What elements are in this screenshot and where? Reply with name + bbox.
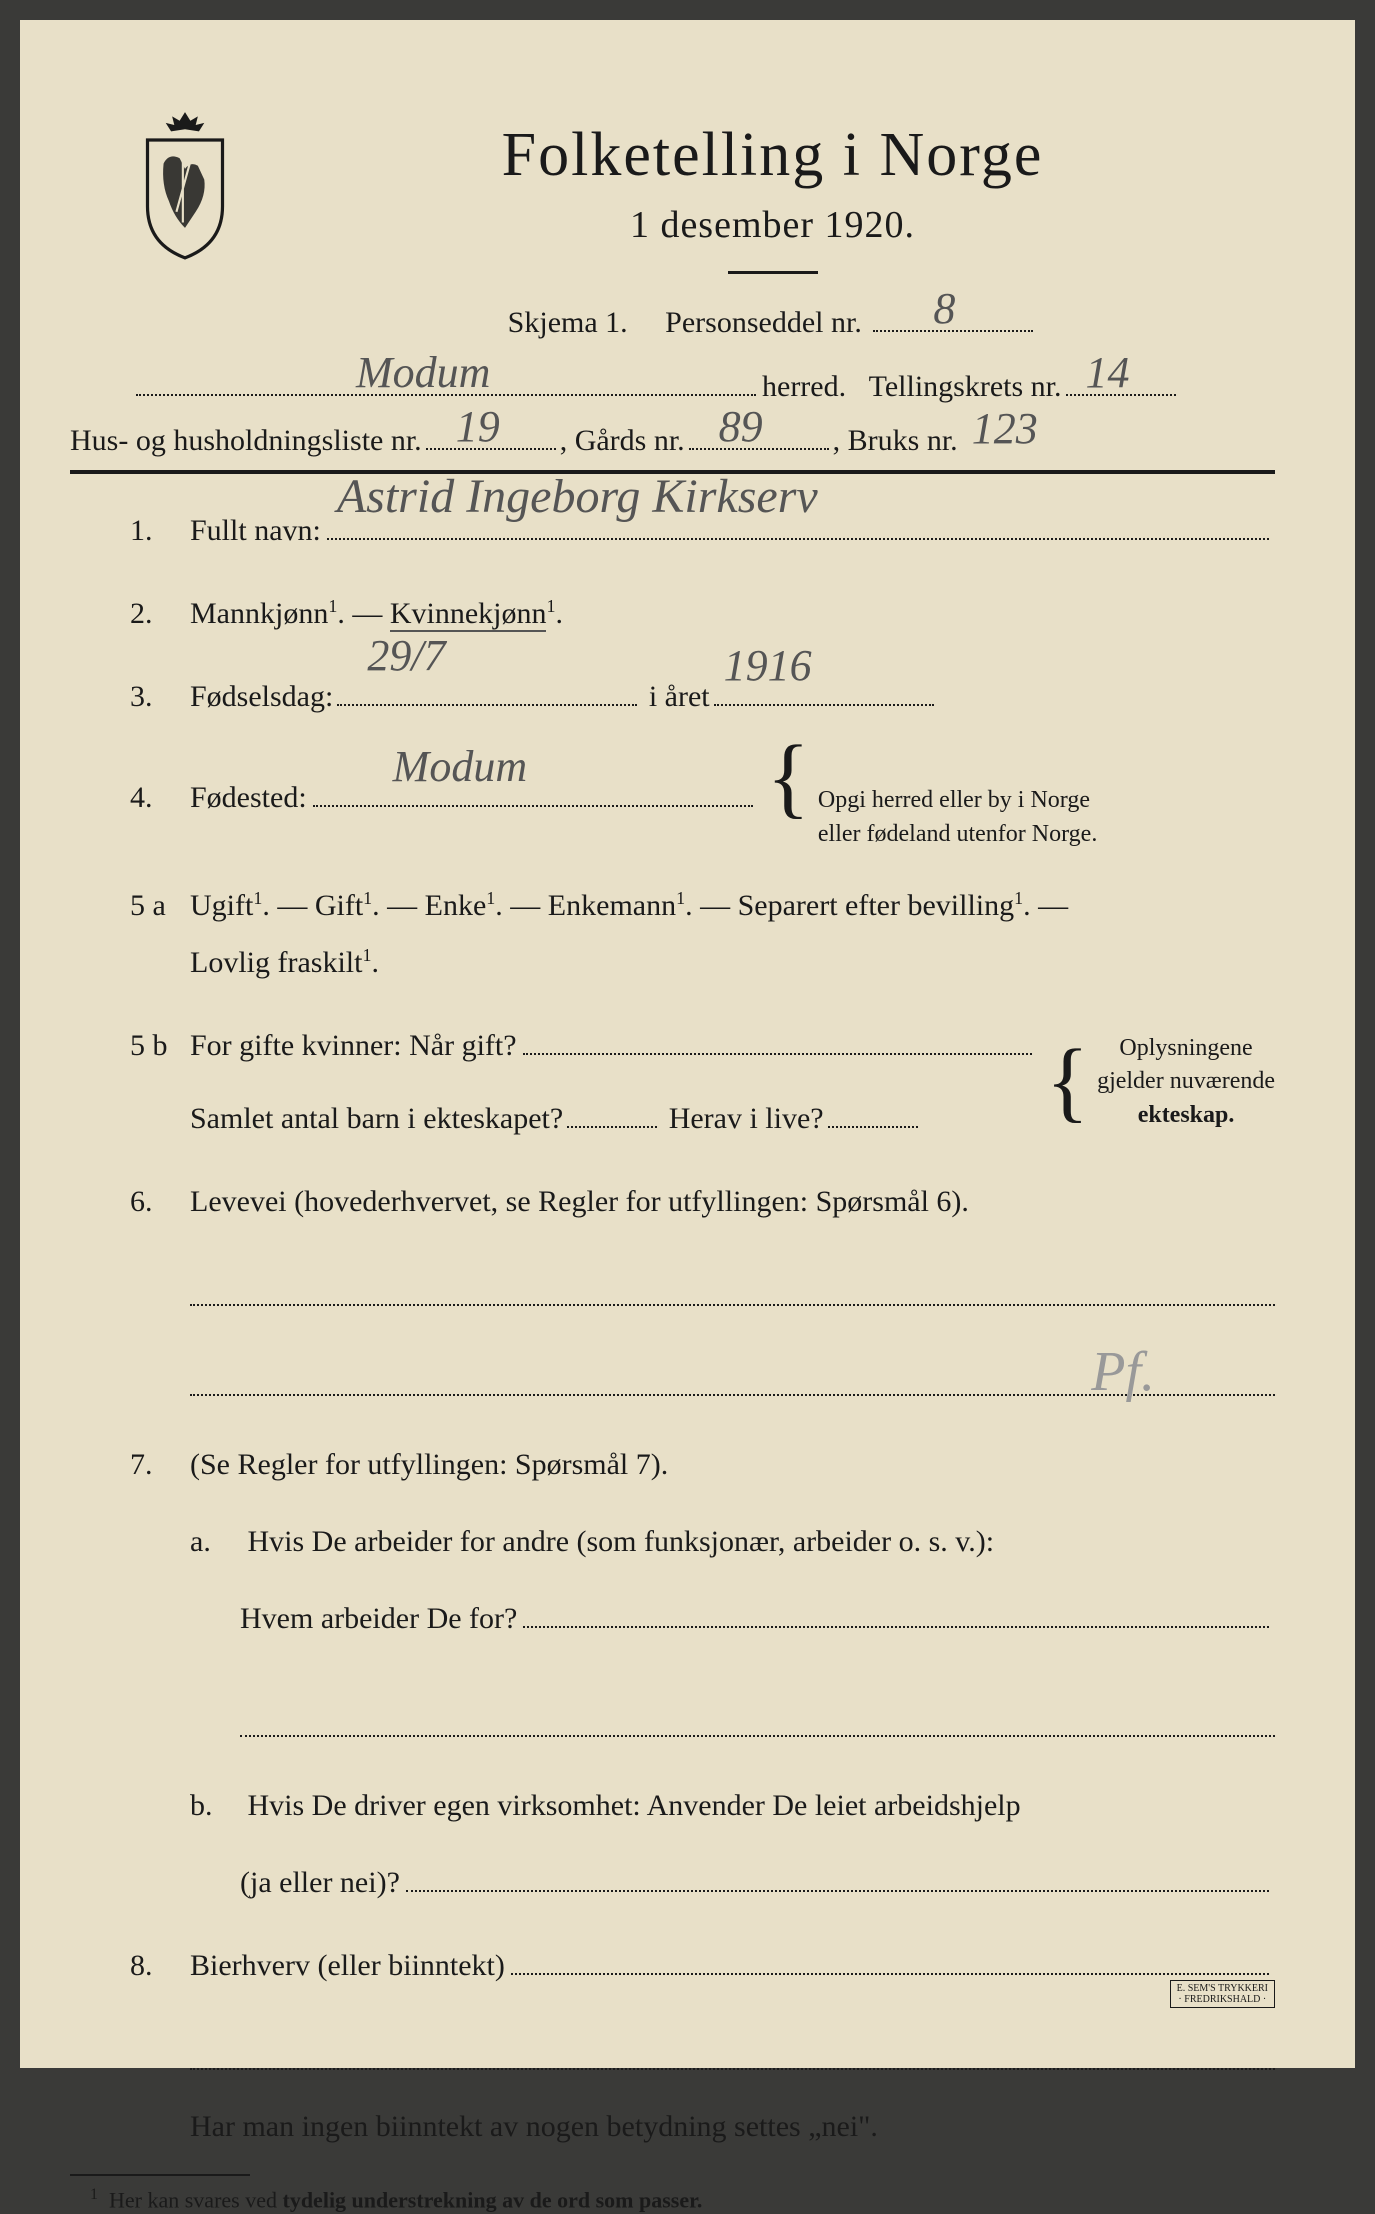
meta-line-herred: Modum herred. Tellingskrets nr. 14 bbox=[130, 368, 1275, 404]
q5b-num: 5 b bbox=[130, 1017, 190, 1074]
q6-answer-area: Pf. bbox=[190, 1256, 1275, 1396]
q4-note: Opgi herred eller by i Norge eller fødel… bbox=[818, 784, 1097, 851]
q8: 8. Bierhverv (eller biinntekt) bbox=[130, 1937, 1275, 1994]
husliste-value: 19 bbox=[456, 401, 500, 452]
q5a-options: Ugift1. — Gift1. — Enke1. — Enkemann1. —… bbox=[190, 889, 1068, 922]
printer-mark: E. SEM'S TRYKKERI · FREDRIKSHALD · bbox=[1170, 1980, 1275, 2008]
header: Folketelling i Norge 1 desember 1920. Sk… bbox=[130, 120, 1275, 358]
herred-field: Modum bbox=[136, 368, 756, 396]
q4-value: Modum bbox=[393, 725, 527, 809]
q5b: 5 b For gifte kvinner: Når gift? Samlet … bbox=[130, 1017, 1275, 1147]
q1-field: Astrid Ingeborg Kirkserv bbox=[327, 512, 1269, 540]
q7a-text1: Hvis De arbeider for andre (som funksjon… bbox=[248, 1525, 995, 1558]
q7: 7. (Se Regler for utfyllingen: Spørsmål … bbox=[130, 1436, 1275, 1911]
q5a: 5 a Ugift1. — Gift1. — Enke1. — Enkemann… bbox=[130, 877, 1275, 991]
q5b-field3 bbox=[828, 1100, 918, 1128]
q4: 4. Fødested: Modum { Opgi herred eller b… bbox=[130, 751, 1275, 851]
q2: 2. Mannkjønn1. — Kvinnekjønn1. bbox=[130, 585, 1275, 642]
subtitle: 1 desember 1920. bbox=[270, 203, 1275, 247]
skjema-label: Skjema 1. bbox=[508, 306, 628, 339]
q7-num: 7. bbox=[130, 1436, 190, 1493]
brace-icon: { bbox=[767, 751, 810, 805]
husliste-field: 19 bbox=[426, 422, 556, 450]
q6-label: Levevei (hovederhvervet, se Regler for u… bbox=[190, 1185, 969, 1218]
q2-num: 2. bbox=[130, 585, 190, 642]
q7-label: (Se Regler for utfyllingen: Spørsmål 7). bbox=[190, 1436, 1275, 1493]
q8-field bbox=[511, 1947, 1269, 1975]
personseddel-field: 8 bbox=[873, 304, 1033, 332]
q5b-label1: For gifte kvinner: Når gift? bbox=[190, 1017, 517, 1074]
tellingskrets-value: 14 bbox=[1086, 347, 1130, 398]
q6-num: 6. bbox=[130, 1173, 190, 1230]
q2-male: Mannkjønn bbox=[190, 597, 328, 630]
bruks-label: Bruks nr. bbox=[848, 424, 958, 458]
q7a-letter: a. bbox=[190, 1513, 240, 1570]
q5a-options2: Lovlig fraskilt1. bbox=[190, 946, 379, 979]
q3-day: 29/7 bbox=[367, 614, 445, 698]
answer-line bbox=[190, 1256, 1275, 1306]
footnote: 1 Her kan svares ved tydelig understrekn… bbox=[90, 2186, 1275, 2213]
q5b-field1 bbox=[523, 1027, 1032, 1055]
answer-line: Pf. bbox=[190, 1346, 1275, 1396]
q5b-field2 bbox=[567, 1100, 657, 1128]
q4-field: Modum bbox=[313, 779, 753, 807]
q8-num: 8. bbox=[130, 1937, 190, 1994]
q3-year-field: 1916 bbox=[714, 678, 934, 706]
gards-value: 89 bbox=[719, 401, 763, 452]
q4-num: 4. bbox=[130, 769, 190, 826]
tellingskrets-label: Tellingskrets nr. bbox=[869, 370, 1062, 404]
tellingskrets-field: 14 bbox=[1066, 368, 1176, 396]
bruks-field: 123 bbox=[962, 422, 1092, 450]
answer-line bbox=[190, 2020, 1275, 2070]
q7b-text2: (ja eller nei)? bbox=[240, 1854, 400, 1911]
title-rule bbox=[728, 271, 818, 274]
q7a-field bbox=[523, 1600, 1269, 1628]
q3: 3. Fødselsdag: 29/7 i året 1916 bbox=[130, 668, 1275, 725]
title-block: Folketelling i Norge 1 desember 1920. Sk… bbox=[270, 120, 1275, 358]
q4-label: Fødested: bbox=[190, 769, 307, 826]
q8-label: Bierhverv (eller biinntekt) bbox=[190, 1937, 505, 1994]
census-form-page: Folketelling i Norge 1 desember 1920. Sk… bbox=[20, 20, 1355, 2068]
q6-faint-value: Pf. bbox=[1091, 1340, 1155, 1404]
q3-num: 3. bbox=[130, 668, 190, 725]
q1-num: 1. bbox=[130, 502, 190, 559]
q7a-text2: Hvem arbeider De for? bbox=[240, 1590, 517, 1647]
herred-value: Modum bbox=[356, 347, 490, 398]
q7b-letter: b. bbox=[190, 1777, 240, 1834]
footnote-rule bbox=[70, 2174, 250, 2176]
q5b-note: Oplysningene gjelder nuværende ekteskap. bbox=[1097, 1032, 1275, 1133]
q6: 6. Levevei (hovederhvervet, se Regler fo… bbox=[130, 1173, 1275, 1230]
coat-of-arms-icon bbox=[130, 110, 240, 260]
q3-label: Fødselsdag: bbox=[190, 668, 333, 725]
herred-label: herred. bbox=[762, 370, 846, 404]
form-meta-line1: Skjema 1. Personseddel nr. 8 bbox=[270, 304, 1275, 340]
q3-day-field: 29/7 bbox=[337, 678, 637, 706]
q5a-num: 5 a bbox=[130, 877, 190, 934]
personseddel-value: 8 bbox=[933, 283, 955, 334]
q5b-label2: Samlet antal barn i ekteskapet? bbox=[190, 1090, 563, 1147]
q7b-field bbox=[406, 1864, 1269, 1892]
q7b-text1: Hvis De driver egen virksomhet: Anvender… bbox=[248, 1789, 1021, 1822]
main-title: Folketelling i Norge bbox=[270, 120, 1275, 191]
q1: 1. Fullt navn: Astrid Ingeborg Kirkserv bbox=[130, 502, 1275, 559]
q3-year-label: i året bbox=[649, 668, 710, 725]
q1-label: Fullt navn: bbox=[190, 502, 321, 559]
q3-year: 1916 bbox=[724, 624, 812, 708]
answer-line bbox=[240, 1687, 1275, 1737]
q5b-label3: Herav i live? bbox=[669, 1090, 824, 1147]
bruks-value: 123 bbox=[972, 403, 1038, 454]
q8-note: Har man ingen biinntekt av nogen betydni… bbox=[190, 2110, 1275, 2144]
brace-icon: { bbox=[1046, 1055, 1089, 1109]
gards-field: 89 bbox=[689, 422, 829, 450]
q1-value: Astrid Ingeborg Kirkserv bbox=[337, 451, 818, 542]
personseddel-label: Personseddel nr. bbox=[665, 306, 862, 339]
